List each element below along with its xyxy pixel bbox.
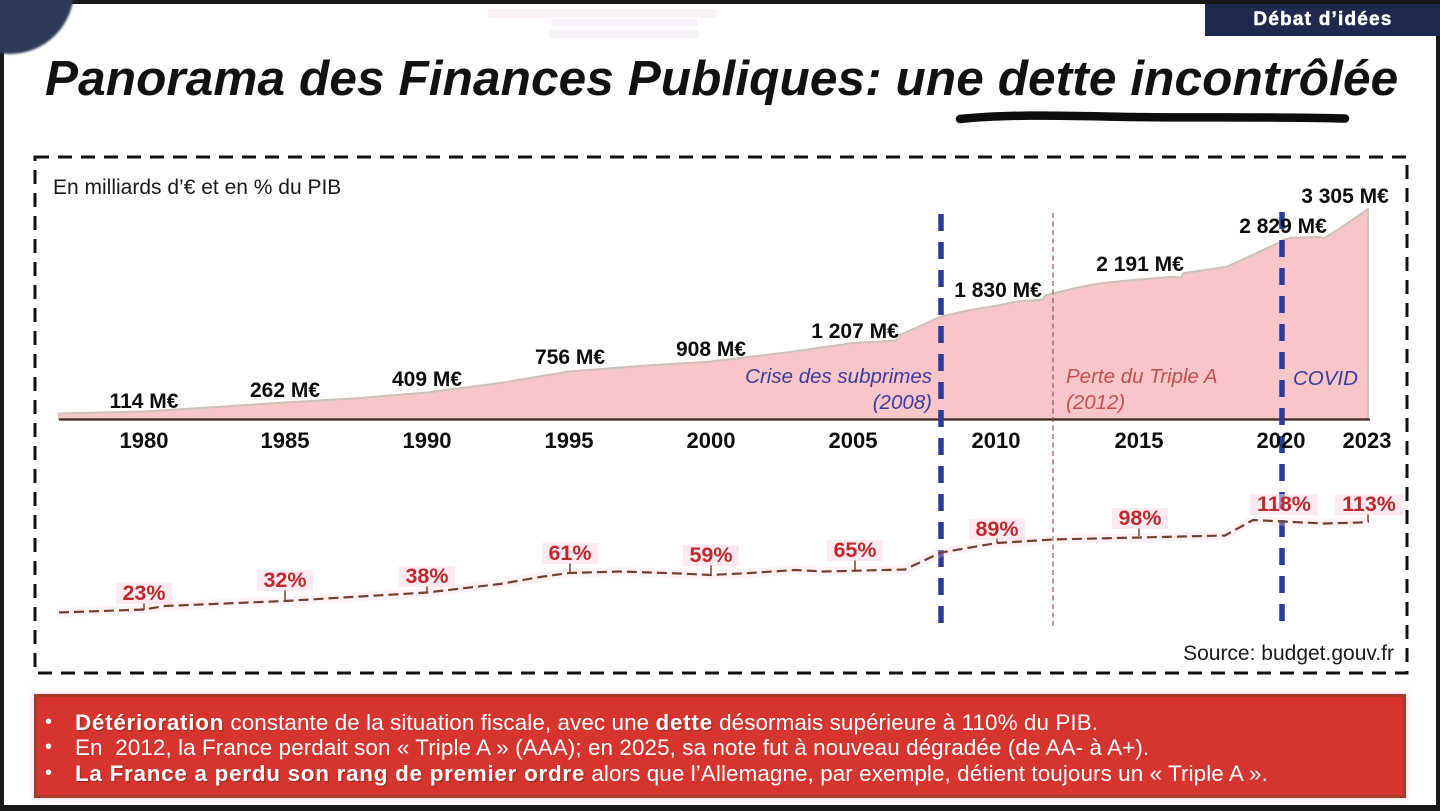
svg-text:COVID: COVID (1293, 367, 1358, 390)
svg-text:1980: 1980 (120, 428, 169, 453)
svg-text:2010: 2010 (972, 428, 1021, 453)
svg-text:32%: 32% (263, 568, 306, 592)
svg-text:1990: 1990 (403, 428, 452, 453)
svg-text:3 305 M€: 3 305 M€ (1301, 185, 1389, 208)
svg-text:2005: 2005 (829, 428, 878, 453)
svg-text:118%: 118% (1257, 492, 1311, 516)
svg-text:Source: budget.gouv.fr: Source: budget.gouv.fr (1183, 642, 1394, 665)
svg-text:113%: 113% (1342, 492, 1396, 516)
svg-text:2020: 2020 (1257, 428, 1306, 453)
svg-text:65%: 65% (833, 538, 876, 562)
svg-text:61%: 61% (548, 541, 591, 565)
svg-text:262 M€: 262 M€ (250, 379, 320, 402)
svg-text:2015: 2015 (1115, 428, 1164, 453)
svg-text:2000: 2000 (687, 428, 736, 453)
svg-text:409 M€: 409 M€ (392, 368, 462, 391)
svg-text:59%: 59% (689, 543, 732, 567)
svg-text:98%: 98% (1118, 506, 1161, 530)
svg-text:2 191 M€: 2 191 M€ (1096, 253, 1184, 276)
svg-text:2 829 M€: 2 829 M€ (1239, 215, 1327, 238)
svg-text:23%: 23% (122, 581, 165, 605)
svg-text:38%: 38% (405, 564, 448, 588)
svg-text:Crise des subprimes: Crise des subprimes (745, 365, 932, 388)
svg-text:1985: 1985 (261, 428, 310, 453)
svg-text:908 M€: 908 M€ (676, 338, 746, 361)
svg-text:1995: 1995 (545, 428, 594, 453)
svg-text:1 830 M€: 1 830 M€ (954, 279, 1042, 302)
svg-text:Perte du Triple A: Perte du Triple A (1066, 365, 1218, 388)
svg-text:1 207 M€: 1 207 M€ (811, 320, 899, 343)
svg-text:114 M€: 114 M€ (110, 390, 179, 413)
svg-text:89%: 89% (975, 517, 1018, 541)
svg-text:(2012): (2012) (1066, 391, 1125, 414)
svg-text:2023: 2023 (1343, 428, 1392, 453)
svg-text:756 M€: 756 M€ (535, 346, 605, 369)
svg-text:En milliards d’€ et en % du PI: En milliards d’€ et en % du PIB (53, 176, 341, 199)
svg-text:(2008): (2008) (873, 391, 932, 414)
